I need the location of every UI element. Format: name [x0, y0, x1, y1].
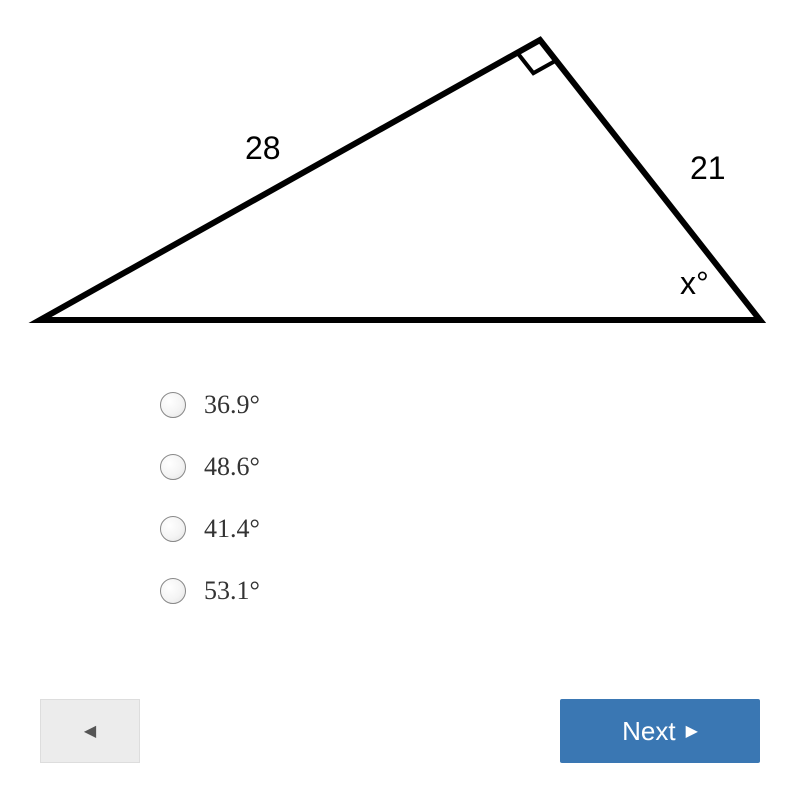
radio-icon[interactable] [160, 578, 186, 604]
option-row[interactable]: 36.9° [160, 390, 800, 420]
triangle-diagram: 28 21 x° [0, 0, 800, 350]
option-row[interactable]: 48.6° [160, 452, 800, 482]
radio-icon[interactable] [160, 516, 186, 542]
side-label-bc: 21 [690, 150, 726, 187]
answer-options: 36.9° 48.6° 41.4° 53.1° [160, 390, 800, 606]
radio-icon[interactable] [160, 392, 186, 418]
option-row[interactable]: 41.4° [160, 514, 800, 544]
triangle-shape [40, 40, 760, 320]
navigation-bar: ◀ Next ▶ [40, 699, 760, 763]
back-button[interactable]: ◀ [40, 699, 140, 763]
radio-icon[interactable] [160, 454, 186, 480]
option-label: 53.1° [204, 576, 260, 606]
next-button[interactable]: Next ▶ [560, 699, 760, 763]
back-arrow-icon: ◀ [84, 721, 96, 741]
next-button-label: Next [622, 716, 675, 747]
next-arrow-icon: ▶ [686, 721, 698, 741]
side-label-ab: 28 [245, 130, 281, 167]
option-label: 48.6° [204, 452, 260, 482]
angle-label-x: x° [680, 265, 709, 302]
option-row[interactable]: 53.1° [160, 576, 800, 606]
option-label: 36.9° [204, 390, 260, 420]
option-label: 41.4° [204, 514, 260, 544]
